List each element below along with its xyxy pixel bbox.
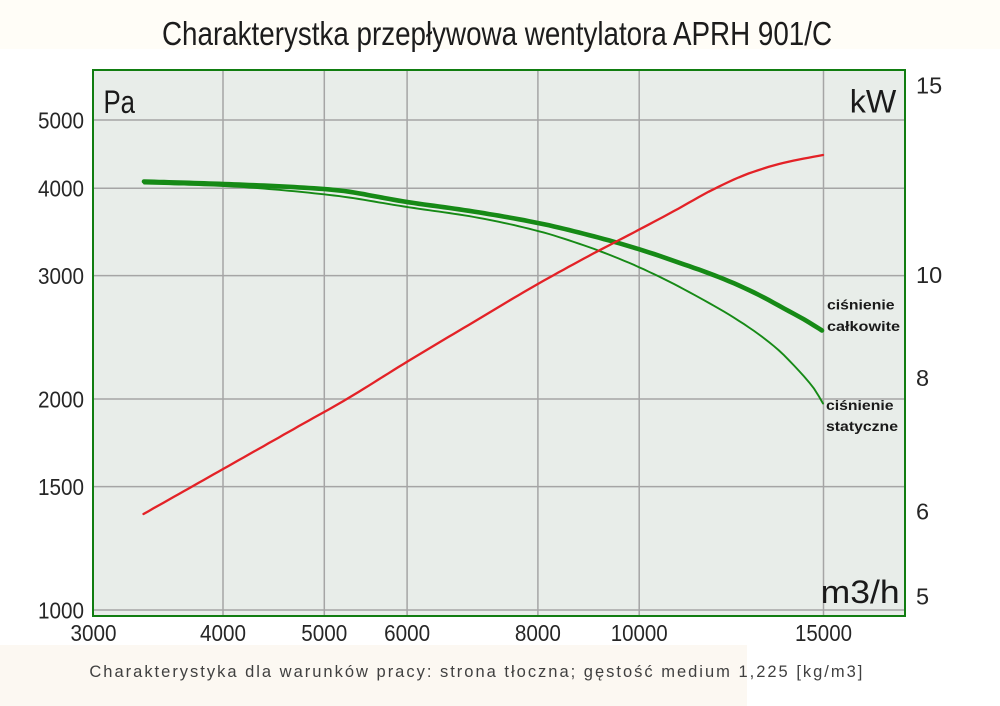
- svg-text:4000: 4000: [38, 176, 84, 202]
- svg-text:5000: 5000: [301, 620, 347, 646]
- svg-text:8000: 8000: [515, 620, 561, 646]
- svg-text:3000: 3000: [71, 620, 117, 646]
- svg-text:3000: 3000: [38, 263, 84, 289]
- svg-text:15: 15: [916, 72, 942, 98]
- svg-text:1500: 1500: [38, 474, 84, 500]
- svg-text:6: 6: [916, 498, 929, 524]
- svg-text:5: 5: [916, 584, 929, 610]
- svg-text:m3/h: m3/h: [821, 574, 900, 610]
- svg-text:4000: 4000: [200, 620, 246, 646]
- svg-text:15000: 15000: [795, 620, 852, 646]
- svg-text:kW: kW: [850, 84, 897, 120]
- svg-text:Pa: Pa: [104, 84, 136, 120]
- svg-text:10000: 10000: [611, 620, 668, 646]
- svg-text:Charakterystka przepływowa wen: Charakterystka przepływowa wentylatora A…: [162, 15, 832, 52]
- svg-text:8: 8: [916, 365, 929, 391]
- svg-text:6000: 6000: [384, 620, 430, 646]
- svg-text:10: 10: [916, 262, 942, 288]
- svg-text:2000: 2000: [38, 386, 84, 412]
- svg-text:1000: 1000: [38, 597, 84, 623]
- svg-text:5000: 5000: [38, 107, 84, 133]
- svg-text:Charakterystyka dla warunków p: Charakterystyka dla warunków pracy: stro…: [89, 663, 862, 681]
- svg-text:całkowite: całkowite: [827, 319, 900, 334]
- svg-text:statyczne: statyczne: [826, 419, 898, 434]
- svg-text:ciśnienie: ciśnienie: [827, 298, 895, 313]
- svg-text:ciśnienie: ciśnienie: [826, 398, 894, 413]
